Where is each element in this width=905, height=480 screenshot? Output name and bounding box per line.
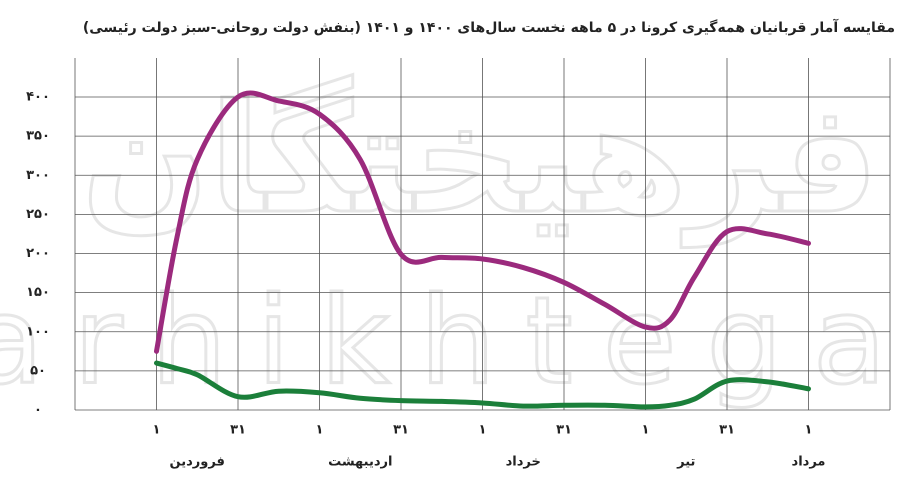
y-tick-label: ۰ (34, 403, 42, 418)
chart-title: مقایسه آمار قربانیان همه‌گیری کرونا در ۵… (82, 20, 895, 36)
month-label: تیر (676, 455, 695, 470)
x-tick-label: ۳۱ (393, 423, 409, 438)
watermark: فرهیختگان (81, 73, 879, 248)
month-label: مرداد (792, 455, 826, 470)
y-tick-label: ۱۰۰ (26, 324, 50, 339)
y-tick-label: ۱۵۰ (26, 285, 50, 300)
x-tick-label: ۱ (642, 423, 650, 438)
month-label: اردیبهشت (328, 455, 392, 470)
month-label: خرداد (506, 455, 541, 470)
line-series (154, 90, 811, 354)
y-tick-label: ۳۵۰ (26, 129, 50, 144)
line-series (154, 360, 811, 410)
x-tick-label: ۳۱ (719, 423, 735, 438)
x-tick-label: ۱ (316, 423, 324, 438)
y-tick-label: ۲۵۰ (26, 207, 50, 222)
y-tick-label: ۲۰۰ (26, 246, 50, 261)
month-label: فروردین (170, 455, 225, 470)
y-tick-label: ۵۰ (30, 363, 46, 378)
x-tick-label: ۳۱ (230, 423, 246, 438)
x-tick-label: ۳۱ (556, 423, 572, 438)
x-tick-label: ۱ (479, 423, 487, 438)
y-tick-label: ۴۰۰ (26, 90, 50, 105)
x-tick-label: ۱ (805, 423, 813, 438)
y-tick-label: ۳۰۰ (26, 168, 50, 183)
x-tick-label: ۱ (153, 423, 161, 438)
watermark: farhikhtegan (0, 273, 905, 412)
